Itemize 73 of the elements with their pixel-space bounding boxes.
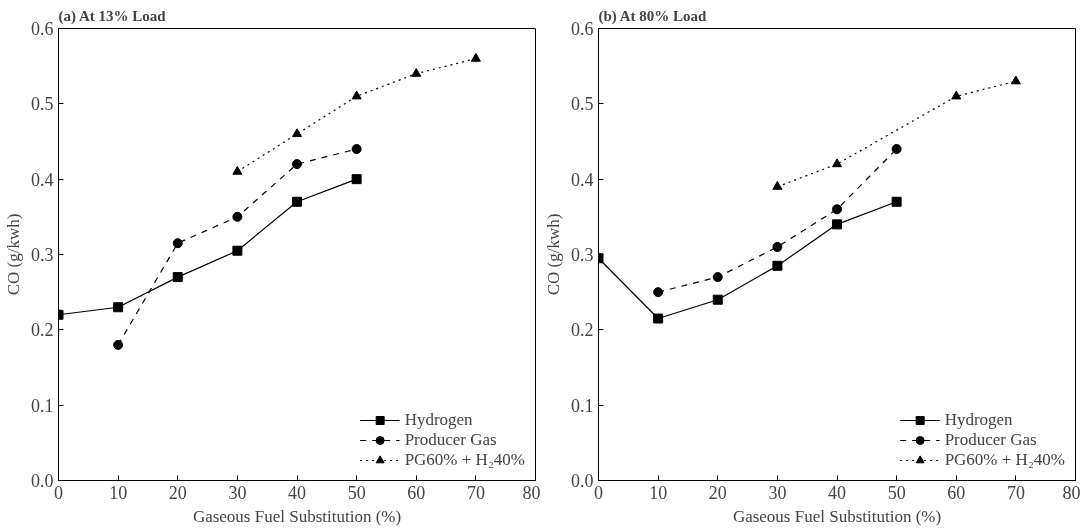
point — [113, 339, 124, 350]
x-tick-label: 80 — [522, 482, 541, 503]
x-tick-label: 0 — [54, 482, 63, 503]
x-tick-label: 30 — [768, 482, 787, 503]
point — [232, 245, 243, 256]
legend-label: Hydrogen — [404, 410, 473, 430]
point — [832, 158, 842, 168]
x-tick-label: 20 — [708, 482, 727, 503]
x-tick-label: 20 — [168, 482, 187, 503]
x-tick-label: 10 — [109, 482, 128, 503]
y-tick-label: 0.1 — [571, 395, 594, 416]
point — [712, 272, 723, 283]
y-tick-label: 0.3 — [31, 245, 54, 265]
legend-label: PG60% + H₂40% — [404, 450, 525, 470]
x-tick-label: 70 — [466, 482, 485, 503]
point — [832, 219, 842, 230]
x-tick-label: 40 — [828, 482, 846, 503]
y-tick-label: 0.2 — [31, 320, 54, 341]
y-tick-label: 0.4 — [571, 169, 594, 190]
point — [772, 181, 783, 190]
point — [351, 174, 362, 185]
y-tick-label: 0.0 — [571, 471, 594, 491]
y-axis-title: CO (g/kwh) — [544, 213, 563, 296]
point — [832, 204, 842, 215]
point — [232, 211, 243, 222]
y-tick-label: 0.2 — [571, 320, 594, 341]
legend-label: Producer Gas — [944, 430, 1037, 450]
chart-title: (a) At 13% Load — [58, 7, 167, 25]
point — [653, 287, 664, 298]
point — [232, 165, 243, 175]
y-tick-label: 0.6 — [571, 19, 594, 39]
chart-title: (b) At 80% Load — [598, 7, 708, 25]
y-tick-label: 0.4 — [31, 169, 54, 190]
point — [411, 68, 422, 77]
point — [891, 196, 902, 207]
y-axis-title: CO (g/kwh) — [4, 213, 23, 296]
x-tick-label: 40 — [288, 482, 306, 503]
x-axis-title: Gaseous Fuel Substitution (%) — [732, 506, 942, 526]
point — [113, 302, 124, 313]
x-tick-label: 70 — [1006, 482, 1025, 503]
x-tick-label: 10 — [649, 482, 668, 503]
x-tick-label: 0 — [594, 482, 603, 503]
point — [712, 294, 723, 305]
point — [1010, 75, 1021, 85]
x-tick-label: 60 — [407, 482, 426, 503]
x-axis-title: Gaseous Fuel Substitution (%) — [192, 506, 402, 526]
point — [891, 144, 902, 155]
legend-label: PG60% + H₂40% — [944, 450, 1065, 470]
point — [951, 90, 962, 100]
point — [292, 196, 302, 207]
x-tick-label: 50 — [347, 482, 366, 503]
legend-label: Producer Gas — [404, 430, 497, 450]
y-tick-label: 0.3 — [571, 245, 594, 265]
legend-label: Hydrogen — [944, 410, 1013, 430]
point — [470, 52, 481, 62]
point — [172, 272, 183, 283]
point — [772, 260, 783, 271]
y-tick-label: 0.0 — [31, 471, 54, 491]
point — [292, 159, 302, 170]
y-tick-label: 0.5 — [31, 94, 54, 115]
y-tick-label: 0.6 — [31, 19, 54, 39]
x-tick-label: 30 — [228, 482, 247, 503]
point — [772, 241, 783, 252]
point — [172, 238, 183, 249]
point — [351, 144, 362, 155]
point — [292, 128, 302, 138]
point — [653, 313, 664, 324]
x-tick-label: 60 — [947, 482, 966, 503]
y-tick-label: 0.5 — [571, 94, 594, 115]
point — [351, 90, 362, 100]
y-tick-label: 0.1 — [31, 395, 54, 416]
x-tick-label: 80 — [1062, 482, 1081, 503]
x-tick-label: 50 — [887, 482, 906, 503]
